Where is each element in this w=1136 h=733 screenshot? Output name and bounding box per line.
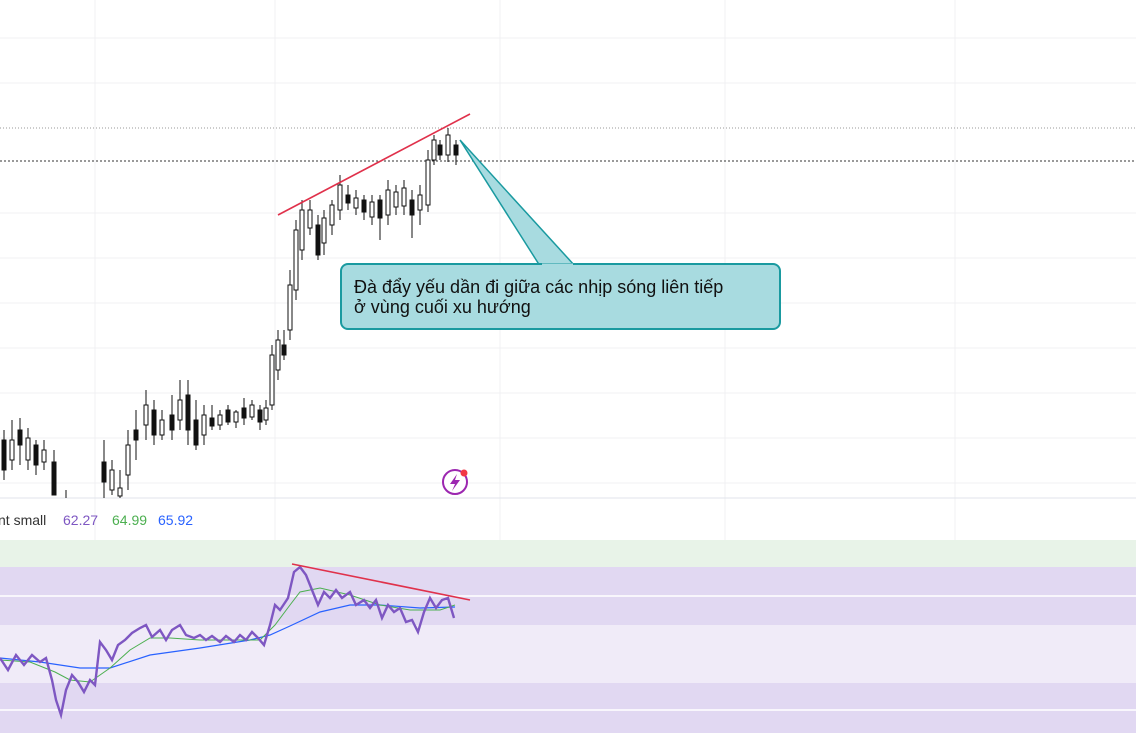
indicator-value: 64.99 — [112, 512, 147, 528]
band — [0, 625, 1136, 683]
band — [0, 683, 1136, 733]
trend-line — [277, 113, 471, 216]
callout-text: ở vùng cuối xu hướng — [354, 297, 531, 317]
candle-bodies-up — [9, 134, 451, 497]
callout-pointer — [459, 139, 577, 267]
lightning-icon[interactable] — [442, 469, 468, 495]
indicator-name: nt small — [0, 512, 46, 528]
ma-line — [0, 604, 456, 669]
band — [0, 540, 1136, 567]
candle-bodies — [1, 144, 459, 496]
divergence-line — [291, 563, 471, 601]
callout-text: Đà đẩy yếu dần đi giữa các nhịp sóng liê… — [354, 277, 723, 297]
rsi-line — [0, 565, 456, 720]
indicator-value: 65.92 — [158, 512, 193, 528]
indicator-value: 62.27 — [63, 512, 98, 528]
